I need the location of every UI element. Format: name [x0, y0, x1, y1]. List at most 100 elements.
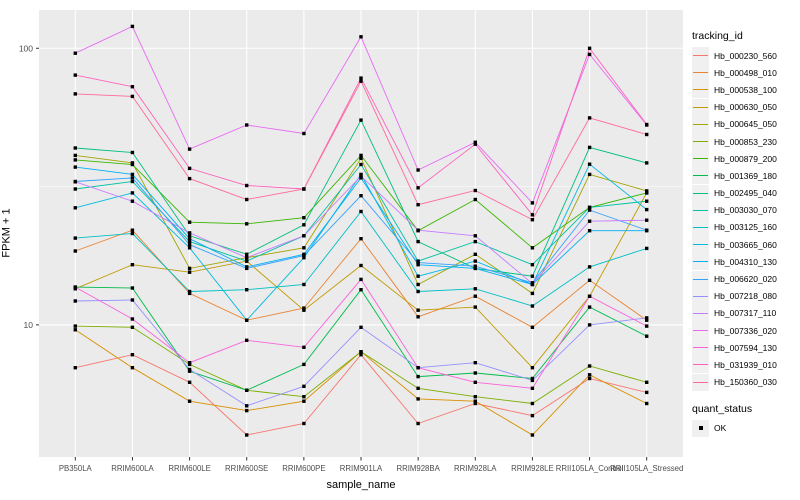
data-point [530, 433, 535, 437]
data-point [359, 353, 363, 357]
data-point [359, 194, 363, 198]
data-point [302, 308, 306, 312]
data-point [359, 263, 363, 268]
data-point [587, 172, 592, 177]
data-point [530, 386, 535, 390]
data-point [645, 390, 649, 395]
data-point [245, 318, 249, 322]
data-point [359, 237, 363, 241]
data-point [302, 216, 306, 220]
data-point [587, 205, 592, 210]
legend-entry-label: Hb_007336_020 [714, 325, 777, 336]
data-point [302, 131, 306, 136]
legend-entry-label: Hb_003125_160 [714, 222, 777, 233]
x-tick-label: RRIM600PE [282, 464, 325, 473]
legend-key-swatch [692, 81, 709, 99]
data-point [645, 380, 649, 384]
legend-line-icon [693, 209, 708, 211]
data-point [473, 380, 477, 384]
data-point [130, 179, 135, 184]
data-point [245, 288, 249, 292]
data-point [587, 305, 592, 309]
data-point [302, 246, 306, 250]
data-point [187, 220, 192, 224]
data-point [645, 122, 649, 127]
x-tick-label: PB350LA [59, 464, 93, 473]
legend-key-swatch [692, 64, 709, 82]
legend-entry-label: Hb_004310_130 [714, 256, 777, 267]
legend-line-icon [693, 261, 708, 263]
data-point [302, 395, 306, 399]
data-point [473, 395, 477, 399]
data-point [73, 92, 77, 96]
legend-key-swatch [692, 201, 709, 219]
data-point [416, 386, 420, 390]
legend-entry-Hb_000853_230: Hb_000853_230 [692, 133, 798, 151]
data-point [587, 219, 592, 223]
data-point [645, 228, 649, 232]
legend-key-swatch [692, 253, 709, 271]
data-point [416, 263, 420, 267]
data-point [416, 228, 420, 232]
data-point [302, 256, 306, 260]
legend-key-swatch [692, 115, 709, 133]
legend-entry-label: Hb_007594_130 [714, 342, 777, 353]
data-point [302, 345, 306, 349]
data-point [416, 186, 420, 190]
data-point [359, 156, 363, 160]
data-point [187, 147, 192, 151]
data-point [530, 376, 535, 381]
data-point [587, 46, 592, 50]
legend-line-icon [693, 72, 708, 74]
data-point [359, 176, 363, 180]
legend-entry-label: OK [714, 423, 727, 434]
legend-entry-label: Hb_003030_070 [714, 205, 777, 216]
x-tick-label: RRIM928LA [454, 464, 497, 473]
data-point [73, 187, 77, 191]
data-point [130, 353, 135, 357]
legend-entry-label: Hb_000630_050 [714, 102, 777, 113]
legend-line-icon [693, 330, 708, 332]
data-point [530, 218, 535, 222]
legend-entry-Hb_007218_080: Hb_007218_080 [692, 287, 798, 305]
data-point [645, 218, 649, 222]
legend-entry-label: Hb_002495_040 [714, 188, 777, 199]
legend-key-swatch [692, 133, 709, 151]
data-point [530, 291, 535, 296]
data-point [645, 401, 649, 406]
data-point [245, 266, 249, 271]
legend-quant-status-block: quant_status OK [692, 403, 798, 437]
legend-key-swatch [692, 98, 709, 116]
data-point [645, 161, 649, 165]
legend-entry-Hb_150360_030: Hb_150360_030 [692, 373, 798, 391]
data-point [187, 362, 192, 367]
data-point [187, 239, 192, 244]
data-point [530, 378, 535, 383]
data-point [473, 140, 477, 144]
legend-entry-Hb_004310_130: Hb_004310_130 [692, 253, 798, 271]
data-point [73, 299, 77, 303]
data-point [530, 413, 535, 418]
data-point [416, 397, 420, 401]
x-tick-label: RRIM600SE [225, 464, 268, 473]
data-point [73, 324, 77, 328]
legend-entry-label: Hb_003665_060 [714, 239, 777, 250]
data-point [416, 282, 420, 287]
data-point [645, 191, 649, 195]
y-tick-label: 100 [19, 43, 33, 53]
data-point [359, 350, 363, 354]
data-point [359, 288, 363, 292]
data-point [302, 362, 306, 367]
data-point [130, 228, 135, 232]
data-point [130, 172, 135, 177]
data-point [245, 259, 249, 263]
data-point [302, 421, 306, 426]
data-point [473, 239, 477, 244]
legend-entry-Hb_006620_020: Hb_006620_020 [692, 270, 798, 288]
legend-entry-label: Hb_150360_030 [714, 377, 777, 388]
legend-line-icon [693, 364, 708, 366]
legend-key-swatch [692, 150, 709, 168]
data-point [73, 73, 77, 77]
data-point [645, 324, 649, 328]
legend-key-swatch [692, 184, 709, 202]
